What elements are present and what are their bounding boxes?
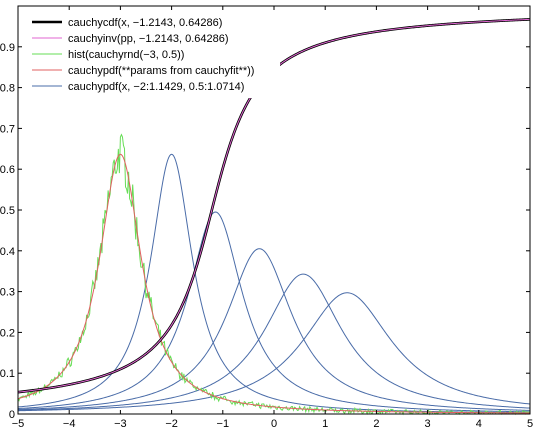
x-tick-label: 4	[476, 418, 482, 429]
legend-label-1: cauchyinv(pp, −1.2143, 0.64286)	[68, 33, 229, 45]
series-3-line	[17, 153, 531, 414]
legend-label-2: hist(cauchyrnd(−3, 0.5))	[68, 49, 184, 61]
legend-label-3: cauchypdf(**params from cauchyfit**))	[68, 65, 254, 77]
series-2-line	[17, 133, 531, 416]
legend-box	[24, 12, 280, 98]
x-tick-label: 0	[271, 418, 277, 429]
x-tick-label: −1	[217, 418, 230, 429]
y-tick-label: 0.3	[0, 287, 15, 299]
series-4-curve-0	[17, 153, 531, 414]
series-4-curve-4	[17, 292, 531, 412]
y-tick-label: 0.9	[0, 42, 15, 54]
series-4-curve-1	[17, 211, 531, 413]
y-tick-label: 0.5	[0, 205, 15, 217]
legend-label-0: cauchycdf(x, −1.2143, 0.64286)	[68, 17, 222, 29]
legend-label-4: cauchypdf(x, −2:1.1429, 0.5:1.0714)	[68, 81, 244, 93]
x-tick-label: −4	[63, 418, 76, 429]
y-tick-label: 0.7	[0, 123, 15, 135]
y-tick-label: 0.6	[0, 164, 15, 176]
x-tick-label: −5	[12, 418, 25, 429]
axis-ticks: −5 −4 −3 −2 −1 0 1 2 3 4 5 0 0.1 0.2 0.3 0.4 0.5 0.6 0.7 0.…	[0, 6, 533, 429]
y-tick-label: 0.2	[0, 327, 15, 339]
series-4-curve-3	[17, 273, 531, 411]
x-tick-label: 3	[425, 418, 431, 429]
x-tick-label: −2	[165, 418, 178, 429]
x-tick-label: 1	[322, 418, 328, 429]
x-tick-label: 2	[373, 418, 379, 429]
y-tick-label: 0.1	[0, 368, 15, 380]
y-tick-label: 0.8	[0, 83, 15, 95]
series-4-curve-2	[17, 248, 531, 411]
y-tick-label: 0.4	[0, 246, 15, 258]
legend: cauchycdf(x, −1.2143, 0.64286) cauchyinv…	[24, 12, 280, 98]
y-tick-label: 0	[9, 409, 15, 421]
x-tick-label: 5	[527, 418, 533, 429]
x-tick-label: −3	[114, 418, 127, 429]
